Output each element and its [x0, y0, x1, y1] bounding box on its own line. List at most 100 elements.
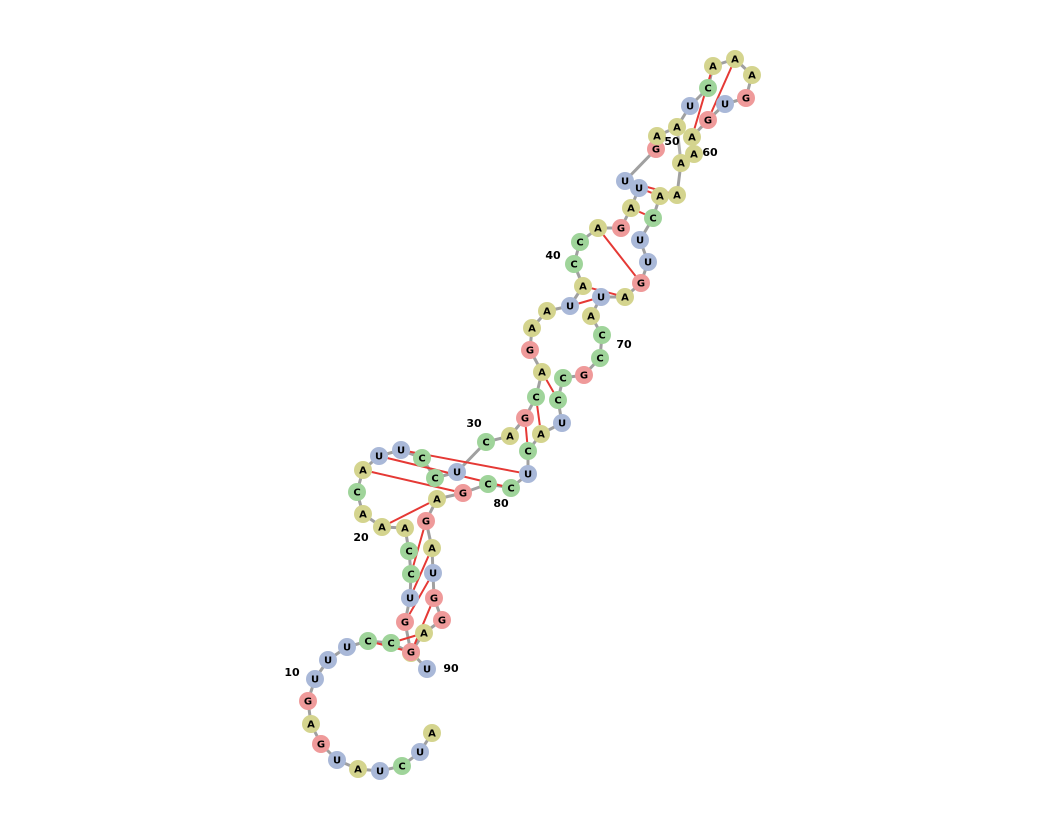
position-number-90: 90 — [443, 662, 459, 675]
nucleotide-circle — [348, 483, 366, 501]
nucleotide-circle — [616, 288, 634, 306]
nucleotide-22: A — [354, 505, 372, 523]
nucleotide-76: A — [532, 425, 550, 443]
nucleotide-circle — [299, 692, 317, 710]
nucleotide-circle — [411, 743, 429, 761]
nucleotide-letter: A — [587, 312, 595, 323]
nucleotide-19: C — [400, 542, 418, 560]
nucleotide-28: C — [426, 469, 444, 487]
nucleotide-letter: U — [397, 446, 405, 457]
nucleotide-77: C — [519, 442, 537, 460]
position-numbers: 10 20 30 40 50 60 70 80 90 — [284, 135, 718, 679]
base-pair-bond — [399, 634, 416, 642]
nucleotide-81: G — [454, 484, 472, 502]
nucleotide-circle — [683, 128, 701, 146]
nucleotide-14: C — [382, 634, 400, 652]
nucleotide-42: A — [589, 219, 607, 237]
nucleotide-circle — [501, 427, 519, 445]
nucleotide-letter: U — [686, 102, 694, 113]
nucleotide-letter: G — [438, 616, 446, 627]
nucleotide-letter: A — [543, 307, 551, 318]
base-pair-bond — [578, 298, 593, 305]
nucleotide-circle — [668, 186, 686, 204]
nucleotide-circle — [393, 757, 411, 775]
nucleotide-41: C — [571, 233, 589, 251]
nucleotide-58: A — [683, 128, 701, 146]
nucleotide-circle — [401, 589, 419, 607]
nucleotide-letter: G — [652, 145, 660, 156]
nucleotide-letter: U — [453, 468, 461, 479]
nucleotide-circle — [502, 479, 520, 497]
nucleotide-circle — [521, 341, 539, 359]
nucleotide-letter: G — [704, 116, 712, 127]
nucleotide-letter: A — [359, 510, 367, 521]
nucleotide-circle — [630, 179, 648, 197]
nucleotide-10: U — [306, 670, 324, 688]
nucleotide-circle — [565, 255, 583, 273]
nucleotide-16: G — [396, 613, 414, 631]
nucleotide-82: A — [428, 490, 446, 508]
nucleotide-circle — [448, 463, 466, 481]
nucleotide-letter: A — [428, 729, 436, 740]
nucleotide-circle — [532, 425, 550, 443]
nucleotide-circle — [396, 519, 414, 537]
nucleotide-letter: A — [690, 150, 698, 161]
nucleotide-circle — [424, 564, 442, 582]
base-pair-bond — [545, 379, 555, 393]
nucleotide-letter: U — [566, 302, 574, 313]
nucleotide-85: U — [424, 564, 442, 582]
nucleotide-33: C — [527, 388, 545, 406]
nucleotide-75: U — [553, 414, 571, 432]
nucleotide-20: A — [396, 519, 414, 537]
position-number-60: 60 — [702, 146, 718, 159]
nucleotide-71: C — [591, 349, 609, 367]
nucleotide-circle — [554, 369, 572, 387]
nucleotide-18: C — [402, 565, 420, 583]
position-number-80: 80 — [493, 497, 509, 510]
nucleotide-letter: G — [401, 618, 409, 629]
nucleotide-circle — [699, 79, 717, 97]
nucleotide-circle — [648, 127, 666, 145]
nucleotide-letter: U — [416, 748, 424, 759]
nucleotide-34: A — [533, 363, 551, 381]
nucleotide-circle — [519, 465, 537, 483]
nucleotide-circle — [328, 751, 346, 769]
nucleotide-letter: G — [742, 94, 750, 105]
nucleotide-32: G — [516, 409, 534, 427]
nucleotide-letter: A — [538, 368, 546, 379]
nucleotide-letter: U — [343, 643, 351, 654]
nucleotide-21: A — [373, 518, 391, 536]
nucleotide-29: U — [448, 463, 466, 481]
nucleotide-circle — [651, 187, 669, 205]
nucleotide-letter: C — [405, 547, 412, 558]
nucleotide-letter: G — [580, 371, 588, 382]
nucleotide-12: U — [338, 638, 356, 656]
nucleotide-circle — [400, 542, 418, 560]
nucleotide-letter: U — [423, 665, 431, 676]
nucleotide-circle — [423, 539, 441, 557]
nucleotide-letter: C — [482, 438, 489, 449]
nucleotide-39: A — [574, 277, 592, 295]
nucleotide-letter: C — [507, 484, 514, 495]
nucleotide-letter: C — [431, 474, 438, 485]
nucleotide-68: U — [592, 288, 610, 306]
nucleotide-59: A — [685, 145, 703, 163]
nucleotide-65: U — [639, 253, 657, 271]
nucleotide-letter: C — [364, 637, 371, 648]
nucleotide-letter: U — [376, 767, 384, 778]
nucleotide-letter: C — [596, 354, 603, 365]
nucleotide-circle — [591, 349, 609, 367]
nucleotide-73: C — [554, 369, 572, 387]
nucleotide-circle — [426, 469, 444, 487]
base-pair-bond — [524, 426, 529, 443]
nucleotide-letter: G — [430, 594, 438, 605]
position-number-20: 20 — [353, 531, 369, 544]
nucleotide-79: C — [502, 479, 520, 497]
nucleotide-64: U — [631, 231, 649, 249]
nucleotide-52: A — [704, 57, 722, 75]
nucleotide-circle — [477, 433, 495, 451]
nucleotide-78: U — [519, 465, 537, 483]
nucleotide-circle — [612, 219, 630, 237]
nucleotide-letter: A — [307, 720, 315, 731]
nucleotide-letter: U — [333, 756, 341, 767]
